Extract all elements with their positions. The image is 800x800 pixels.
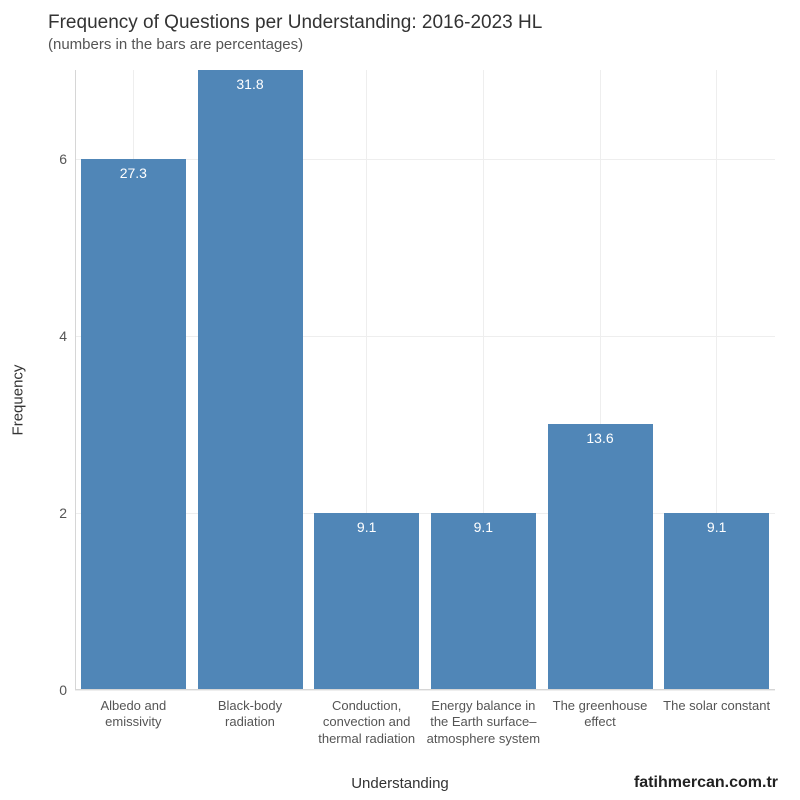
- x-axis-line: [75, 689, 775, 690]
- bar-percent-label: 9.1: [314, 519, 419, 535]
- y-tick-label: 4: [59, 328, 75, 344]
- x-tick-label: Conduction, convection and thermal radia…: [308, 690, 425, 747]
- chart-container: Frequency of Questions per Understanding…: [0, 0, 800, 800]
- bar-percent-label: 27.3: [81, 165, 186, 181]
- bar: 13.6: [548, 424, 653, 690]
- plot-area: 024627.3Albedo and emissivity31.8Black-b…: [75, 70, 775, 690]
- attribution-text: fatihmercan.com.tr: [634, 774, 778, 792]
- chart-title: Frequency of Questions per Understanding…: [48, 12, 542, 34]
- title-block: Frequency of Questions per Understanding…: [48, 12, 542, 53]
- x-tick-label: The greenhouse effect: [542, 690, 659, 731]
- x-axis-title: Understanding: [351, 775, 449, 792]
- bar: 9.1: [664, 513, 769, 690]
- x-tick-label: Albedo and emissivity: [75, 690, 192, 731]
- y-axis-title: Frequency: [10, 365, 27, 436]
- bar: 31.8: [198, 70, 303, 690]
- bar-percent-label: 31.8: [198, 76, 303, 92]
- bar-percent-label: 13.6: [548, 430, 653, 446]
- bar: 9.1: [431, 513, 536, 690]
- y-tick-label: 0: [59, 682, 75, 698]
- bar-percent-label: 9.1: [431, 519, 536, 535]
- bar: 27.3: [81, 159, 186, 690]
- x-tick-label: Energy balance in the Earth surface–atmo…: [425, 690, 542, 747]
- bar-percent-label: 9.1: [664, 519, 769, 535]
- x-tick-label: Black-body radiation: [192, 690, 309, 731]
- y-axis-line: [75, 70, 76, 690]
- y-tick-label: 2: [59, 505, 75, 521]
- bar: 9.1: [314, 513, 419, 690]
- x-tick-label: The solar constant: [658, 690, 775, 714]
- chart-subtitle: (numbers in the bars are percentages): [48, 36, 542, 53]
- y-tick-label: 6: [59, 151, 75, 167]
